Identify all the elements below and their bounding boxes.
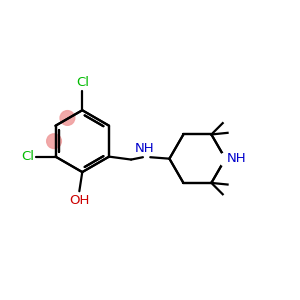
Circle shape xyxy=(47,134,61,148)
Text: NH: NH xyxy=(135,142,154,155)
Text: Cl: Cl xyxy=(21,150,34,163)
Text: Cl: Cl xyxy=(76,76,89,89)
Text: NH: NH xyxy=(227,152,247,165)
Text: OH: OH xyxy=(69,194,89,207)
Text: NH: NH xyxy=(227,152,247,165)
Circle shape xyxy=(60,111,75,125)
